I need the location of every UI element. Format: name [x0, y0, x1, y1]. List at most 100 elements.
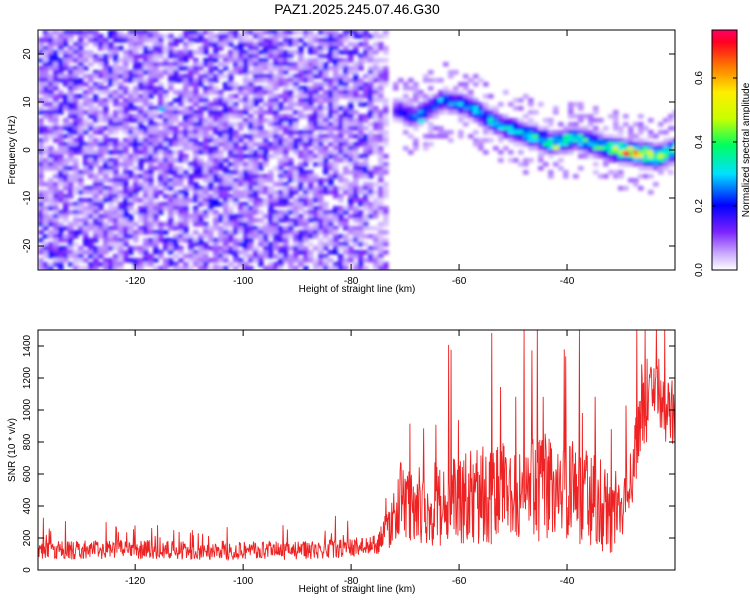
spectrogram-cell — [133, 262, 139, 267]
spectrogram-cell — [158, 266, 164, 270]
spectrogram-cell — [508, 138, 514, 143]
spectrogram-cell — [158, 142, 164, 147]
spectrogram-cell — [208, 90, 214, 95]
spectrogram-cell — [343, 206, 349, 211]
spectrogram-cell — [213, 142, 219, 147]
spectrogram-cell — [58, 70, 64, 75]
spectrogram-cell — [253, 158, 259, 163]
spectrogram-cell — [118, 118, 124, 123]
spectrogram-cell — [273, 142, 279, 147]
spectrogram-cell — [348, 214, 354, 219]
spectrogram-cell — [558, 166, 564, 171]
spectrogram-cell — [138, 226, 144, 231]
spectrogram-cell — [103, 266, 109, 270]
spectrogram-cell — [593, 130, 599, 135]
spectrogram-cell — [278, 66, 284, 71]
spectrogram-cell — [98, 230, 104, 235]
spectrogram-cell — [473, 142, 479, 147]
spectrogram-cell — [118, 226, 124, 231]
spectrogram-cell — [668, 118, 674, 123]
spectrogram-cell — [193, 138, 199, 143]
spectrogram-cell — [573, 142, 579, 147]
spectrogram-cell — [163, 58, 169, 63]
spectrogram-cell — [118, 222, 124, 227]
spectrogram-cell — [38, 266, 44, 270]
spectrogram-cell — [568, 134, 574, 139]
spectrogram-cell — [108, 194, 114, 199]
spectrogram-cell — [178, 190, 184, 195]
spectrogram-cell — [208, 226, 214, 231]
spectrogram-cell — [348, 238, 354, 243]
spectrogram-cell — [103, 118, 109, 123]
spectrogram-cell — [208, 154, 214, 159]
spectrogram-cell — [343, 250, 349, 255]
spectrogram-cell — [143, 46, 149, 51]
spectrogram-cell — [243, 162, 249, 167]
spectrogram-cell — [48, 58, 54, 63]
spectrogram-cell — [133, 54, 139, 59]
spectrogram-cell — [578, 102, 584, 107]
spectrogram-cell — [58, 258, 64, 263]
spectrogram-cell — [198, 146, 204, 151]
spectrogram-cell — [48, 62, 54, 67]
spectrogram-cell — [108, 266, 114, 270]
spectrogram-cell — [348, 110, 354, 115]
spectrogram-cell — [73, 174, 79, 179]
spectrogram-cell — [153, 42, 159, 47]
spectrogram-cell — [288, 118, 294, 123]
spectrogram-cell — [178, 110, 184, 115]
spectrogram-cell — [243, 226, 249, 231]
spectrogram-cell — [258, 42, 264, 47]
spectrogram-cell — [558, 130, 564, 135]
spectrogram-cell — [53, 78, 59, 83]
spectrogram-cell — [68, 66, 74, 71]
spectrogram-cell — [198, 114, 204, 119]
spectrogram-cell — [273, 62, 279, 67]
spectrogram-cell — [58, 226, 64, 231]
spectrogram-cell — [168, 106, 174, 111]
spectrogram-cell — [278, 230, 284, 235]
spectrogram-cell — [178, 222, 184, 227]
spectrogram-cell — [283, 246, 289, 251]
spectrogram-cell — [73, 82, 79, 87]
spectrogram-cell — [203, 130, 209, 135]
spectrogram-cell — [328, 94, 334, 99]
spectrogram-cell — [223, 106, 229, 111]
spectrogram-cell — [228, 234, 234, 239]
spectrogram-cell — [273, 74, 279, 79]
spectrogram-cell — [433, 94, 439, 99]
spectrogram-cell — [63, 210, 69, 215]
spectrogram-cell — [48, 154, 54, 159]
spectrogram-cell — [373, 50, 379, 55]
spectrogram-cell — [243, 214, 249, 219]
spectrogram-cell — [78, 190, 84, 195]
spectrogram-cell — [223, 66, 229, 71]
spectrogram-cell — [48, 82, 54, 87]
spectrogram-cell — [633, 122, 639, 127]
spectrogram-cell — [213, 190, 219, 195]
spectrogram-cell — [88, 54, 94, 59]
spectrogram-cell — [213, 178, 219, 183]
spectrogram-cell — [578, 134, 584, 139]
spectrogram-cell — [283, 86, 289, 91]
spectrogram-cell — [348, 170, 354, 175]
spectrogram-cell — [208, 194, 214, 199]
spectrogram-cell — [653, 162, 659, 167]
y-tick-label: 20 — [22, 48, 33, 60]
spectrogram-cell — [93, 222, 99, 227]
spectrogram-cell — [213, 118, 219, 123]
spectrogram-cell — [348, 122, 354, 127]
spectrogram-cell — [73, 178, 79, 183]
spectrogram-cell — [313, 214, 319, 219]
spectrogram-cell — [333, 250, 339, 255]
spectrogram-cell — [308, 198, 314, 203]
spectrogram-cell — [238, 250, 244, 255]
spectrogram-cell — [158, 174, 164, 179]
spectrogram-cell — [178, 234, 184, 239]
spectrogram-cell — [288, 90, 294, 95]
spectrogram-cell — [278, 250, 284, 255]
spectrogram-cell — [318, 190, 324, 195]
spectrogram-cell — [353, 50, 359, 55]
spectrogram-cell — [278, 166, 284, 171]
spectrogram-cell — [43, 134, 49, 139]
